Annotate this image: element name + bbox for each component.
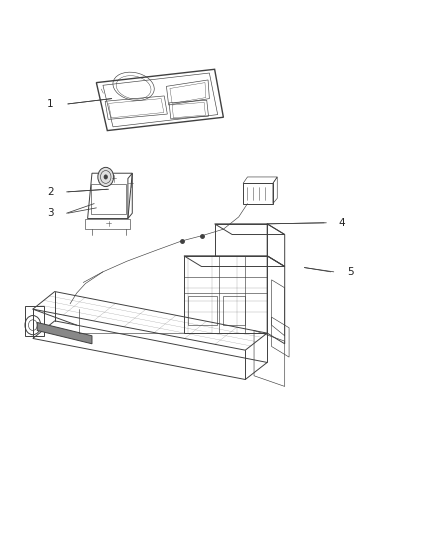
- Circle shape: [104, 175, 107, 179]
- Text: 5: 5: [347, 267, 354, 277]
- Text: 4: 4: [338, 218, 345, 228]
- Circle shape: [98, 167, 113, 187]
- Polygon shape: [37, 322, 92, 344]
- Text: 1: 1: [47, 99, 54, 109]
- Text: 2: 2: [47, 187, 54, 197]
- Text: 3: 3: [47, 208, 54, 218]
